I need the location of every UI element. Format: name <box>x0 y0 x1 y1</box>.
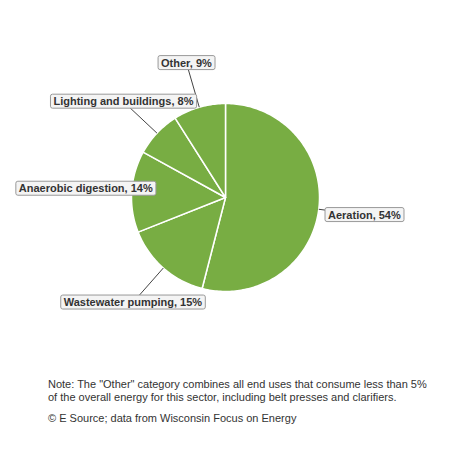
svg-text:Wastewater pumping, 15%: Wastewater pumping, 15% <box>64 296 203 308</box>
svg-text:Anaerobic digestion, 14%: Anaerobic digestion, 14% <box>19 182 153 194</box>
svg-text:Other, 9%: Other, 9% <box>161 57 212 69</box>
html-text:© E Source; data from Wisconsi: © E Source; data from Wisconsin Focus on… <box>48 412 297 424</box>
html-text:Note: The "Other" category com: Note: The "Other" category combines all … <box>48 378 427 403</box>
svg-text:Lighting and buildings, 8%: Lighting and buildings, 8% <box>53 95 193 107</box>
svg-text:Aeration, 54%: Aeration, 54% <box>328 209 401 221</box>
